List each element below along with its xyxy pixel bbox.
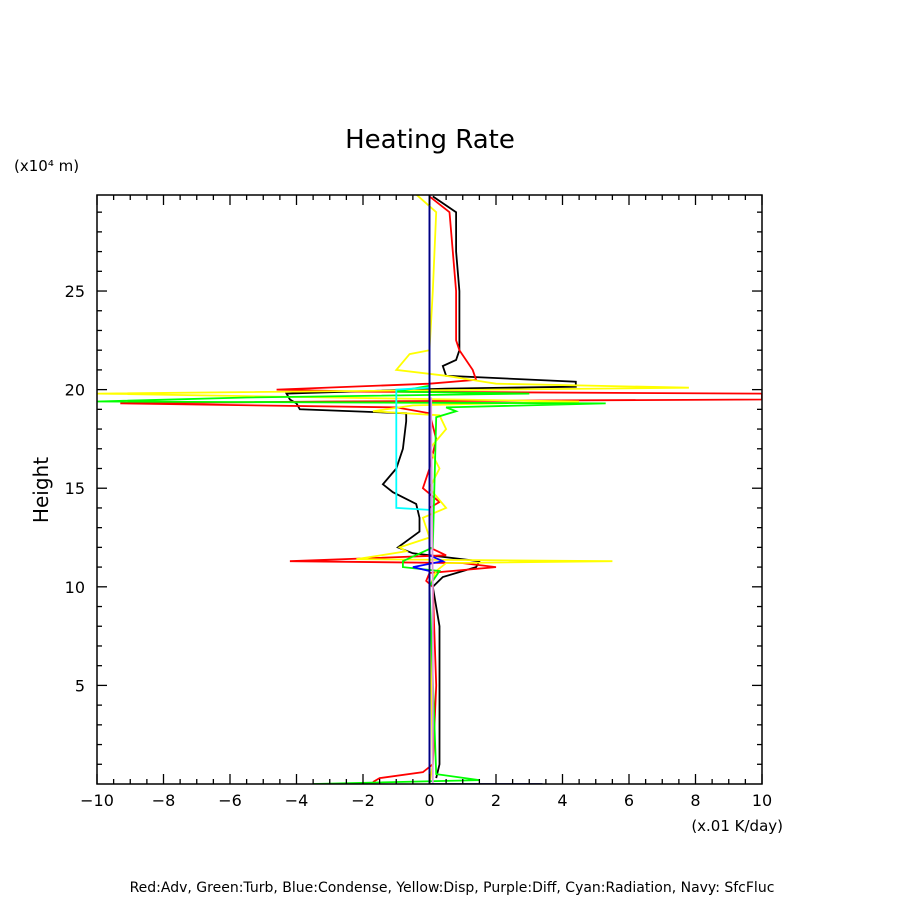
x-tick-label: −4 [285,791,309,810]
series-condense-line [412,195,446,784]
series-sfcfluc-line [428,195,543,784]
y-tick-label: 25 [65,282,85,301]
x-tick-label: 8 [690,791,700,810]
ticks-layer: −10 −8 −6 −4 −2 0 2 4 6 8 10 5 10 15 20 25 [65,195,772,810]
series-turb-line [97,384,606,784]
series-adv-line [120,195,762,783]
series-total-line [284,195,577,779]
x-unit-label: (x.01 K/day) [691,817,783,835]
y-tick-label: 15 [65,479,85,498]
y-tick-label: 5 [75,676,85,695]
x-tick-label: −10 [80,791,114,810]
x-tick-label: −2 [351,791,375,810]
series-diff-line [430,397,434,784]
x-tick-label: 0 [424,791,434,810]
series-layer [97,195,762,784]
x-tick-label: 6 [624,791,634,810]
x-tick-label: 4 [557,791,567,810]
series-disp-line [97,195,689,784]
series-radiation-line [395,386,430,511]
chart-title: Heating Rate [345,125,515,155]
x-tick-label: 10 [752,791,772,810]
y-tick-label: 20 [65,381,85,400]
y-unit-label: (x10⁴ m) [14,157,79,175]
x-tick-label: −6 [218,791,242,810]
x-tick-label: −8 [152,791,176,810]
legend-text: Red:Adv, Green:Turb, Blue:Condense, Yell… [130,880,775,896]
y-tick-label: 10 [65,578,85,597]
x-tick-label: 2 [491,791,501,810]
y-axis-label: Height [29,457,53,523]
